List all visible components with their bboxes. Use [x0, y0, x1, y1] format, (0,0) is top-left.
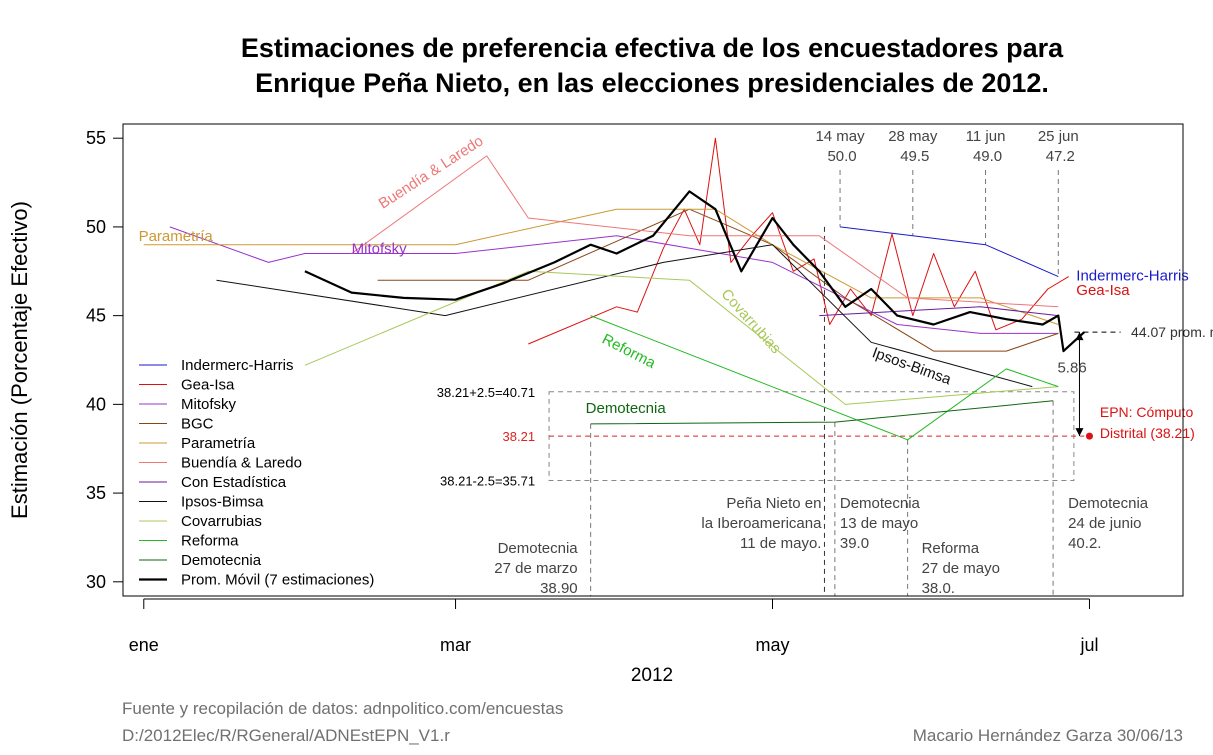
legend-label: Demotecnia	[181, 552, 262, 569]
legend-label: Covarrubias	[181, 513, 262, 530]
y-tick-label: 50	[86, 217, 106, 237]
author-credit: Macario Hernández Garza 30/06/13	[913, 726, 1183, 745]
y-tick-label: 35	[86, 483, 106, 503]
x-tick-label: mar	[440, 635, 471, 655]
note-reforma-mayo-line2: 27 de mayo	[922, 560, 1000, 577]
diff-arrow-head-down	[1075, 428, 1084, 437]
top-annotation-value: 47.2	[1046, 148, 1075, 165]
series-label-demotecnia: Demotecnia	[586, 400, 667, 417]
series-label-covarrubias: Covarrubias	[718, 286, 785, 357]
series-label-mitofsky: Mitofsky	[352, 241, 408, 258]
chart-title-line1: Estimaciones de preferencia efectiva de …	[241, 33, 1064, 63]
series-label-buendia: Buendía & Laredo	[376, 132, 487, 212]
series-line-Demotecnia	[590, 400, 1054, 425]
series-line-Covarrubias	[304, 270, 1059, 405]
legend-label: Indermerc-Harris	[181, 357, 294, 374]
y-tick-label: 55	[86, 128, 106, 148]
top-annotation-date: 28 may	[888, 128, 938, 145]
prom-final-label: 44.07 prom. móvil final	[1131, 324, 1213, 340]
note-reforma-mayo-line1: Reforma	[922, 540, 980, 557]
note-demotecnia-junio-line1: Demotecnia	[1068, 495, 1149, 512]
top-annotation-value: 49.0	[973, 148, 1002, 165]
top-annotation-value: 50.0	[827, 148, 856, 165]
note-reforma-mayo-line3: 38.0.	[922, 580, 955, 597]
legend-label: Reforma	[181, 533, 239, 550]
chart-title-line2: Enrique Peña Nieto, en las elecciones pr…	[255, 68, 1049, 98]
epn-label-line1: EPN: Cómputo	[1100, 404, 1194, 420]
band-lower-label: 38.21-2.5=35.71	[440, 473, 535, 488]
note-iberoamericana-line3: 11 de mayo.	[740, 535, 821, 552]
legend-label: Parametría	[181, 435, 256, 452]
series-line-BGC	[377, 208, 1059, 352]
note-iberoamericana-line1: Peña Nieto en	[726, 495, 821, 512]
diff-label: 5.86	[1057, 359, 1086, 376]
note-demotecnia-mayo-line3: 39.0	[840, 535, 869, 552]
top-annotation-date: 11 jun	[966, 128, 1006, 145]
plot-frame	[122, 123, 1184, 597]
series-line-Ipsos-Bimsa	[216, 244, 1033, 388]
legend-label: Mitofsky	[181, 396, 237, 413]
series-line-Indermerc-Harris	[840, 226, 1059, 278]
top-annotation-date: 25 jun	[1038, 128, 1079, 145]
source-line-2: D:/2012Elec/R/RGeneral/ADNEstEPN_V1.r	[122, 726, 450, 745]
note-demotecnia-mayo-line2: 13 de mayo	[840, 515, 918, 532]
legend-label: Con Estadística	[181, 474, 287, 491]
series-line-Reforma	[590, 315, 1059, 441]
note-demotecnia-junio-line2: 24 de junio	[1068, 515, 1141, 532]
series-line-Mitofsky	[169, 226, 1059, 334]
diff-arrow-head-up	[1075, 332, 1084, 341]
x-tick-label: jul	[1079, 635, 1098, 655]
x-axis-label: 2012	[631, 665, 673, 686]
series-label-reforma: Reforma	[599, 331, 659, 373]
y-axis-label: Estimación (Porcentaje Efectivo)	[7, 201, 32, 519]
top-annotation-date: 14 may	[815, 128, 865, 145]
note-demotecnia-marzo-line2: 27 de marzo	[494, 560, 577, 577]
band-mid-label: 38.21	[503, 429, 536, 444]
x-tick-label: may	[756, 635, 790, 655]
series-label-indermerc: Indermerc-Harris	[1076, 268, 1189, 285]
x-tick-label: ene	[129, 635, 159, 655]
note-iberoamericana-line2: la Iberoamericana	[701, 515, 822, 532]
series-line-Con Estadística	[819, 306, 1059, 317]
series-line-Parametría	[143, 208, 1059, 325]
y-tick-label: 30	[86, 572, 106, 592]
legend-label: Prom. Móvil (7 estimaciones)	[181, 572, 374, 589]
top-annotation-value: 49.5	[900, 148, 929, 165]
legend-label: Buendía & Laredo	[181, 455, 302, 472]
y-tick-label: 45	[86, 306, 106, 326]
note-demotecnia-marzo-line3: 38.90	[540, 580, 578, 597]
note-demotecnia-marzo-line1: Demotecnia	[498, 540, 579, 557]
epn-point	[1085, 432, 1093, 440]
legend-label: Ipsos-Bimsa	[181, 494, 264, 511]
series-label-gea-isa: Gea-Isa	[1076, 282, 1130, 299]
note-demotecnia-junio-line3: 40.2.	[1068, 535, 1101, 552]
series-line-Buendía & Laredo	[351, 155, 1059, 308]
legend-label: Gea-Isa	[181, 377, 235, 394]
epn-label-line2: Distrital (38.21)	[1100, 425, 1195, 441]
legend-label: BGC	[181, 416, 214, 433]
series-label-parametria: Parametría	[139, 228, 214, 245]
series-line-Prom. Móvil (7 estimaciones)	[304, 190, 1086, 353]
note-demotecnia-mayo-line1: Demotecnia	[840, 495, 921, 512]
y-tick-label: 40	[86, 394, 106, 414]
source-line-1: Fuente y recopilación de datos: adnpolit…	[122, 699, 563, 718]
series-line-Gea-Isa	[528, 137, 1069, 345]
band-upper-label: 38.21+2.5=40.71	[437, 385, 535, 400]
